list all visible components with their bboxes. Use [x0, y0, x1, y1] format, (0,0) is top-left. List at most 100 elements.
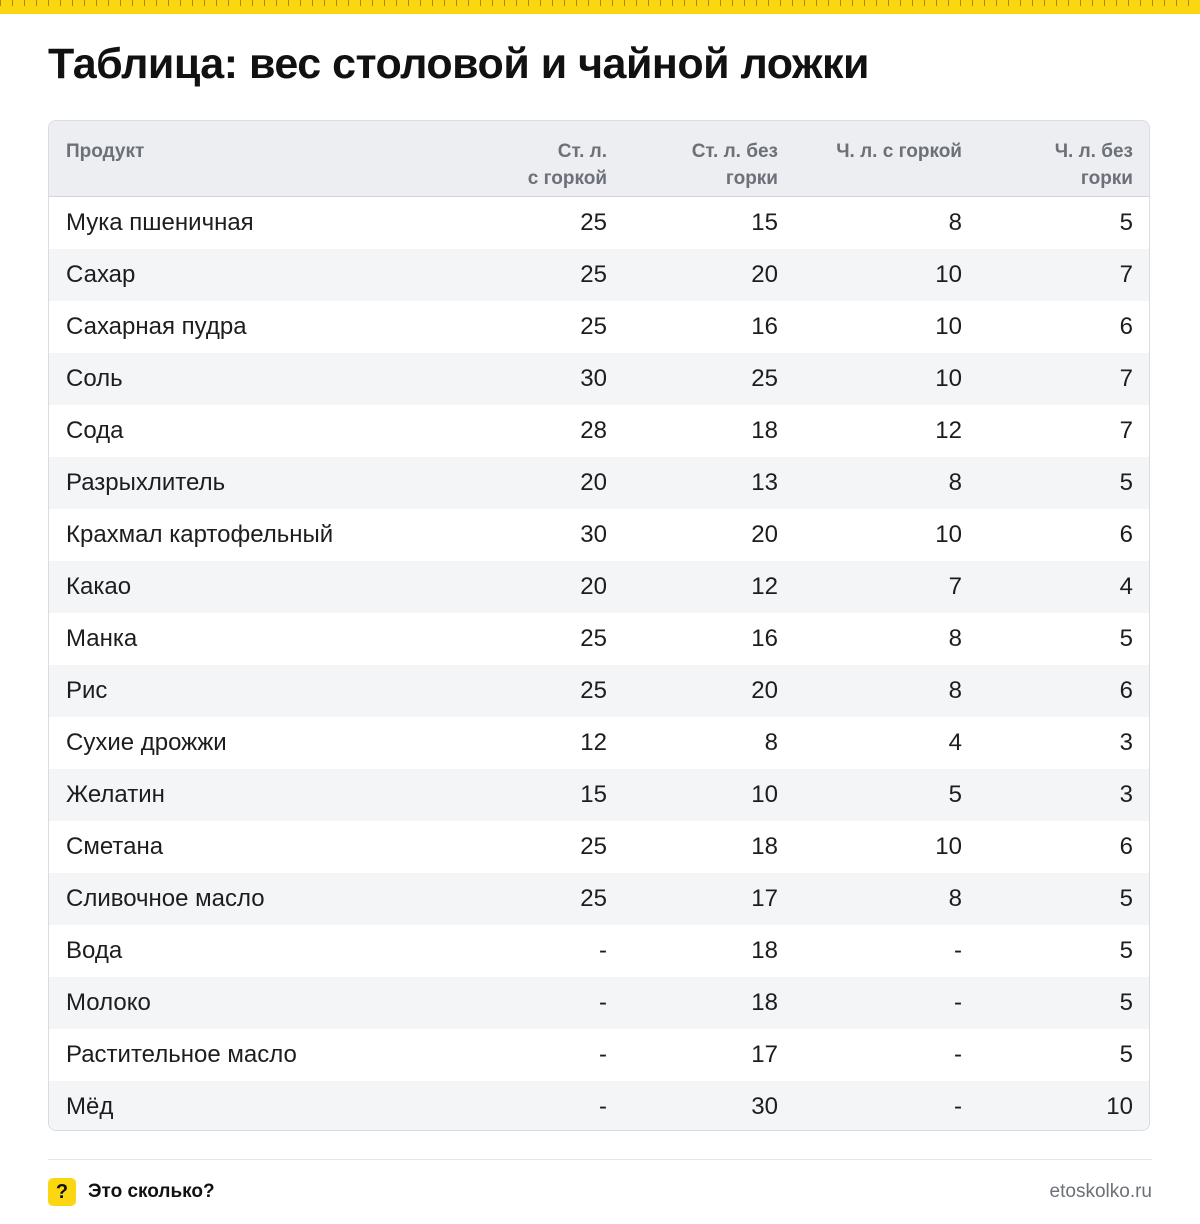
table-row: Сметана 25 18 10 6	[49, 821, 1149, 873]
header-tbsp-level-line2: горки	[725, 168, 778, 189]
table-row: Вода - 18 - 5	[49, 925, 1149, 977]
cell-tbsp-heaped: -	[599, 1041, 607, 1068]
cell-product: Сахар	[66, 261, 136, 288]
cell-tbsp-heaped: 25	[580, 677, 607, 704]
cell-tsp-heaped: 7	[948, 573, 962, 600]
cell-product: Сливочное масло	[66, 885, 265, 912]
cell-product: Молоко	[66, 989, 151, 1016]
table-row: Мёд - 30 - 10	[49, 1081, 1149, 1130]
cell-tsp-level: 10	[1106, 1093, 1133, 1120]
cell-product: Желатин	[66, 781, 165, 808]
cell-product: Какао	[66, 573, 132, 600]
cell-product: Сметана	[66, 833, 164, 860]
table-row: Соль 30 25 10 7	[49, 353, 1149, 405]
table-row: Какао 20 12 7 4	[49, 561, 1149, 613]
cell-product: Сухие дрожжи	[66, 729, 227, 756]
cell-tbsp-heaped: -	[599, 989, 607, 1016]
cell-tsp-level: 5	[1119, 937, 1133, 964]
cell-tsp-level: 7	[1119, 261, 1133, 288]
cell-tbsp-heaped: 12	[580, 729, 607, 756]
table-row: Сахарная пудра 25 16 10 6	[49, 301, 1149, 353]
cell-tbsp-level: 30	[751, 1093, 778, 1120]
cell-tsp-heaped: 10	[935, 313, 962, 340]
header-tbsp-heaped-line2: с горкой	[527, 168, 607, 189]
table-row: Молоко - 18 - 5	[49, 977, 1149, 1029]
question-icon: ?	[48, 1178, 76, 1206]
header-tbsp-heaped: Ст. л. с горкой	[528, 138, 607, 192]
cell-tsp-level: 6	[1119, 521, 1133, 548]
cell-tbsp-level: 18	[751, 833, 778, 860]
cell-tbsp-level: 17	[751, 885, 778, 912]
table-row: Сухие дрожжи 12 8 4 3	[49, 717, 1149, 769]
cell-tsp-heaped: 12	[935, 417, 962, 444]
cell-tsp-heaped: -	[954, 1041, 962, 1068]
cell-tbsp-level: 20	[751, 521, 778, 548]
cell-tbsp-level: 16	[751, 313, 778, 340]
cell-tbsp-level: 20	[751, 677, 778, 704]
cell-tbsp-level: 17	[751, 1041, 778, 1068]
cell-tbsp-heaped: 25	[580, 625, 607, 652]
cell-tbsp-heaped: 20	[580, 573, 607, 600]
cell-tsp-heaped: 10	[935, 261, 962, 288]
header-tsp-heaped-line1: Ч. л. с горкой	[836, 141, 962, 162]
cell-tsp-heaped: 10	[935, 833, 962, 860]
header-tsp-level: Ч. л. без горки	[1055, 138, 1133, 192]
cell-tsp-heaped: -	[954, 989, 962, 1016]
page-title: Таблица: вес столовой и чайной ложки	[48, 40, 869, 88]
cell-tbsp-heaped: -	[599, 1093, 607, 1120]
cell-tsp-heaped: -	[954, 1093, 962, 1120]
header-tbsp-heaped-line1: Ст. л.	[557, 141, 607, 162]
table-row: Крахмал картофельный 30 20 10 6	[49, 509, 1149, 561]
cell-tsp-level: 6	[1119, 833, 1133, 860]
cell-product: Мука пшеничная	[66, 209, 254, 236]
cell-tbsp-heaped: 25	[580, 833, 607, 860]
header-tbsp-level: Ст. л. без горки	[692, 138, 778, 192]
cell-tbsp-level: 25	[751, 365, 778, 392]
cell-tsp-level: 5	[1119, 209, 1133, 236]
table-row: Желатин 15 10 5 3	[49, 769, 1149, 821]
cell-tbsp-level: 15	[751, 209, 778, 236]
cell-tsp-heaped: 4	[948, 729, 962, 756]
cell-tsp-level: 3	[1119, 729, 1133, 756]
table-row: Сахар 25 20 10 7	[49, 249, 1149, 301]
spoon-weight-table: Продукт Ст. л. с горкой Ст. л. без горки…	[48, 120, 1150, 1131]
table-header: Продукт Ст. л. с горкой Ст. л. без горки…	[49, 121, 1149, 197]
header-product: Продукт	[66, 141, 145, 162]
table-row: Рис 25 20 8 6	[49, 665, 1149, 717]
footer-divider	[48, 1159, 1152, 1160]
cell-tsp-heaped: 8	[948, 625, 962, 652]
footer-brand: Это сколько?	[88, 1181, 215, 1202]
cell-tsp-heaped: -	[954, 937, 962, 964]
cell-tsp-level: 5	[1119, 989, 1133, 1016]
cell-tbsp-heaped: 25	[580, 313, 607, 340]
header-tsp-heaped: Ч. л. с горкой	[836, 138, 962, 165]
cell-tbsp-heaped: 20	[580, 469, 607, 496]
cell-tbsp-heaped: 25	[580, 885, 607, 912]
cell-tsp-level: 7	[1119, 417, 1133, 444]
cell-product: Сахарная пудра	[66, 313, 247, 340]
cell-tsp-level: 4	[1119, 573, 1133, 600]
ruler-decoration	[0, 0, 1200, 14]
cell-product: Манка	[66, 625, 138, 652]
cell-tbsp-heaped: 25	[580, 261, 607, 288]
table-row: Сливочное масло 25 17 8 5	[49, 873, 1149, 925]
table-body: Мука пшеничная 25 15 8 5 Сахар 25 20 10 7 Сахарная…	[49, 197, 1149, 1130]
cell-tsp-level: 6	[1119, 313, 1133, 340]
cell-tbsp-level: 8	[764, 729, 778, 756]
table-row: Манка 25 16 8 5	[49, 613, 1149, 665]
cell-tbsp-level: 20	[751, 261, 778, 288]
cell-product: Рис	[66, 677, 108, 704]
cell-tsp-level: 7	[1119, 365, 1133, 392]
table-row: Сода 28 18 12 7	[49, 405, 1149, 457]
footer-site-link[interactable]: etoskolko.ru	[1049, 1181, 1152, 1202]
cell-tsp-heaped: 8	[948, 209, 962, 236]
table-row: Разрыхлитель 20 13 8 5	[49, 457, 1149, 509]
cell-tsp-level: 6	[1119, 677, 1133, 704]
cell-product: Вода	[66, 937, 123, 964]
cell-product: Сода	[66, 417, 124, 444]
cell-tbsp-heaped: 15	[580, 781, 607, 808]
cell-tbsp-heaped: -	[599, 937, 607, 964]
cell-tsp-level: 5	[1119, 469, 1133, 496]
cell-tbsp-level: 10	[751, 781, 778, 808]
header-tbsp-level-line1: Ст. л. без	[691, 141, 778, 162]
